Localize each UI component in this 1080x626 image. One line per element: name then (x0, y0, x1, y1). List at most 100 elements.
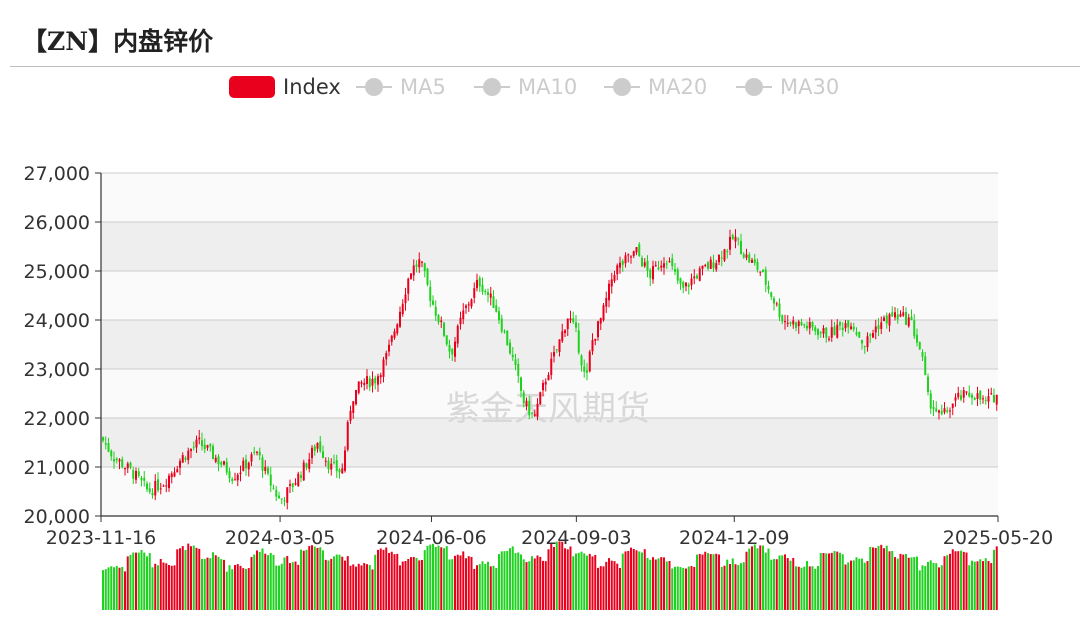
candle-body (179, 461, 181, 468)
candle-body (220, 462, 223, 465)
candle-body (478, 278, 481, 287)
volume-bar (775, 559, 778, 610)
candle-body (154, 481, 157, 496)
candle-body (462, 310, 465, 320)
candle-body (209, 444, 212, 447)
candle-body (979, 390, 982, 400)
candle-body (489, 293, 492, 298)
candle-body (602, 305, 605, 321)
volume-bar (817, 566, 819, 610)
candle-body (880, 322, 883, 329)
candle-body (121, 459, 124, 468)
volume-bar (693, 566, 696, 610)
candle-body (932, 406, 935, 410)
volume-bar (407, 559, 410, 610)
volume-bar (773, 559, 775, 610)
volume-bar (698, 553, 701, 610)
legend-item-index[interactable]: Index (229, 72, 341, 102)
volume-bar (432, 543, 434, 610)
candle-body (528, 400, 531, 416)
volume-bar (825, 553, 828, 610)
candle-body (553, 352, 555, 357)
x-tick-label: 2024-06-06 (376, 527, 486, 549)
candle-body (443, 322, 445, 336)
legend-item-ma20[interactable]: MA20 (604, 72, 707, 102)
volume-bar (561, 541, 564, 610)
legend-item-ma5[interactable]: MA5 (356, 72, 446, 102)
watermark: 紫金天风期货 (446, 389, 650, 429)
volume-bar (146, 556, 148, 610)
volume-bar (308, 546, 311, 610)
volume-bar (242, 568, 245, 610)
page-title: 【ZN】内盘锌价 (22, 27, 214, 56)
grid-bands (101, 172, 998, 517)
volume-bar (368, 565, 371, 610)
volume-bar (195, 547, 198, 610)
candle-body (159, 488, 162, 490)
volume-bar (668, 560, 671, 610)
candle-body (635, 247, 638, 253)
volume-bar (566, 549, 569, 610)
candle-body (162, 485, 165, 487)
candle-body (660, 265, 663, 268)
volume-bar (751, 546, 753, 610)
candle-body (858, 332, 861, 338)
legend-label-ma10: MA10 (518, 75, 578, 99)
candle-body (561, 331, 564, 342)
candle-body (382, 359, 385, 377)
candle-body (231, 478, 234, 482)
candle-body (819, 332, 822, 334)
volume-bar (456, 554, 459, 610)
candle-body (564, 330, 566, 333)
candle-body (454, 341, 456, 357)
volume-bar (630, 547, 632, 610)
volume-bar (877, 545, 880, 610)
candle-body (976, 393, 979, 399)
volume-bar (957, 551, 960, 610)
volume-bar (687, 566, 690, 610)
candle-body (929, 393, 932, 409)
volume-bar (415, 557, 418, 610)
volume-bar (104, 569, 107, 610)
candle-body (995, 394, 998, 405)
volume-bar (770, 559, 773, 610)
volume-bar (437, 545, 440, 610)
candle-body (264, 466, 267, 471)
candle-body (910, 316, 913, 321)
volume-bar (278, 565, 280, 610)
volume-bar (129, 554, 132, 610)
volume-bar (330, 558, 333, 610)
volume-bar (316, 547, 319, 610)
volume-bar (300, 549, 302, 610)
volume-bar (451, 559, 454, 610)
volume-bar (448, 559, 451, 610)
candle-body (883, 317, 885, 322)
candle-body (792, 320, 795, 325)
volume-bar (654, 559, 657, 610)
legend-item-ma10[interactable]: MA10 (474, 72, 577, 102)
volume-bar (528, 561, 531, 610)
volume-bar (737, 565, 740, 610)
candle-body (503, 331, 506, 333)
candle-body (830, 327, 833, 338)
volume-bar (459, 555, 462, 610)
candle-body (701, 265, 704, 269)
volume-bar (935, 563, 938, 610)
candle-body (308, 459, 311, 469)
volume-bar (390, 551, 393, 610)
volume-bar (531, 556, 533, 610)
legend-item-ma30[interactable]: MA30 (736, 72, 839, 102)
candle-body (696, 275, 698, 279)
volume-bar (850, 560, 852, 610)
candle-body (679, 278, 682, 284)
candle-body (839, 322, 841, 326)
volume-bar (525, 562, 528, 610)
candle-body (275, 489, 278, 497)
candle-body (256, 451, 258, 453)
volume-bar (327, 560, 330, 610)
volume-bar (253, 554, 256, 610)
volume-bar (984, 558, 987, 610)
candle-body (371, 378, 374, 386)
volume-bar (740, 563, 742, 610)
volume-bar (811, 566, 814, 610)
